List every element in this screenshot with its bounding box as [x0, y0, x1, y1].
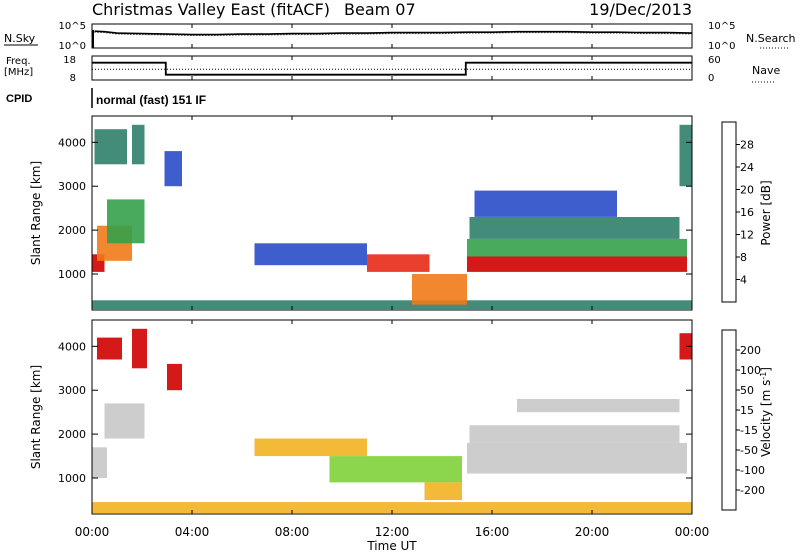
noise-tick-left-top: 10^5: [59, 21, 86, 32]
power-colorbar-tick-label: 20: [740, 184, 754, 197]
time-axis-label: Time UT: [366, 539, 417, 553]
nsky-label: N.Sky: [4, 32, 36, 45]
time-tick-label: 20:00: [575, 525, 610, 539]
velocity-colorbar-label: Velocity [m s-1]: [759, 367, 773, 457]
nsearch-line: [94, 31, 693, 36]
velocity-region: [92, 502, 692, 514]
velocity-region: [104, 403, 145, 439]
power-colorbar-tick-label: 28: [740, 139, 754, 152]
nave-tick-top: 60: [708, 55, 721, 66]
power-colorbar-frame: [721, 121, 737, 303]
power-ytick-label: 1000: [58, 268, 86, 281]
power-y-axis: 1000 2000 3000 4000: [58, 136, 692, 281]
power-colorbar-tick-label: 4: [740, 274, 747, 287]
velocity-heatmap: [92, 328, 692, 514]
cpid-value: normal (fast) 151 IF: [96, 93, 206, 107]
cpid-label: CPID: [6, 93, 32, 105]
velocity-region: [517, 399, 680, 413]
freq-tick-top: 18: [63, 55, 76, 66]
power-region: [467, 256, 687, 272]
power-region: [467, 238, 687, 257]
noise-series: [92, 30, 693, 48]
velocity-panel-frame: [91, 319, 693, 515]
beam-label: Beam 07: [344, 0, 416, 19]
freq-label-line2: [MHz]: [4, 67, 33, 78]
velocity-y-axis: 1000 2000 3000 4000: [58, 340, 692, 485]
power-region: [132, 124, 145, 165]
power-heatmap: [92, 124, 692, 310]
velocity-region: [467, 442, 687, 474]
time-tick-label: 00:00: [675, 525, 710, 539]
velocity-colorbar-tick-label: -15: [740, 424, 758, 437]
power-region: [679, 124, 692, 187]
date-label: 19/Dec/2013: [589, 0, 692, 19]
velocity-region: [469, 425, 680, 443]
time-axis: 00:00 04:00 08:00 12:00 16:00 20:00 00:00: [75, 24, 710, 539]
velocity-panel: 1000 2000 3000 4000 Slant Range [km] -200 -1…: [29, 319, 773, 515]
velocity-region: [92, 447, 107, 478]
power-ytick-label: 4000: [58, 136, 86, 149]
nsky-line: [94, 30, 693, 36]
frequency-series: [92, 61, 692, 76]
power-ytick-label: 3000: [58, 180, 86, 193]
velocity-region: [679, 333, 692, 360]
station-title: Christmas Valley East (fitACF): [92, 0, 330, 19]
power-region: [94, 129, 127, 165]
power-panel: 1000 2000 3000 4000 Slant Range [km] 4 8 12 16…: [29, 115, 773, 311]
power-region: [164, 151, 182, 187]
velocity-colorbar-tick-label: 15: [740, 404, 754, 417]
freq-label-line1: Freq.: [6, 56, 31, 67]
velocity-region: [329, 456, 462, 483]
power-colorbar-tick-label: 24: [740, 161, 754, 174]
velocity-colorbar: -200 -100 -50 -15 15 50 100 200: [721, 329, 765, 511]
velocity-colorbar-tick-label: 200: [740, 344, 761, 357]
noise-tick-right-top: 10^5: [708, 21, 735, 32]
velocity-region: [97, 337, 122, 360]
power-region: [412, 274, 467, 305]
power-region: [254, 243, 367, 266]
power-ylabel: Slant Range [km]: [29, 161, 43, 265]
velocity-ytick-label: 2000: [58, 428, 86, 441]
velocity-ylabel: Slant Range [km]: [29, 365, 43, 469]
nsearch-label: N.Search: [746, 32, 796, 45]
power-colorbar-tick-label: 8: [740, 251, 747, 264]
velocity-ytick-label: 1000: [58, 472, 86, 485]
velocity-colorbar-tick-label: -200: [740, 484, 765, 497]
power-region: [469, 217, 680, 239]
noise-tick-left-bottom: 10^0: [59, 41, 86, 52]
power-colorbar-tick-label: 12: [740, 229, 754, 242]
velocity-region: [254, 438, 367, 457]
velocity-ytick-label: 3000: [58, 384, 86, 397]
noise-panel: N.Sky 10^5 10^0 10^5 10^0 N.Search: [4, 21, 796, 52]
freq-line: [92, 61, 692, 76]
time-tick-label: 12:00: [375, 525, 410, 539]
freq-tick-bottom: 8: [70, 73, 76, 84]
time-tick-label: 00:00: [75, 525, 110, 539]
power-region: [367, 254, 430, 272]
power-ytick-label: 2000: [58, 224, 86, 237]
time-tick-label: 04:00: [175, 525, 210, 539]
velocity-ytick-label: 4000: [58, 340, 86, 353]
power-region: [107, 199, 145, 244]
power-colorbar: 4 8 12 16 20 24 28: [721, 121, 754, 303]
velocity-colorbar-tick-label: -100: [740, 464, 765, 477]
time-tick-label: 08:00: [275, 525, 310, 539]
velocity-region: [132, 328, 147, 369]
power-colorbar-label: Power [dB]: [759, 180, 773, 245]
nave-label: Nave: [752, 64, 780, 77]
time-tick-label: 16:00: [475, 525, 510, 539]
velocity-region: [424, 482, 462, 500]
velocity-colorbar-tick-label: 100: [740, 364, 761, 377]
noise-tick-right-bottom: 10^0: [708, 41, 735, 52]
velocity-region: [167, 363, 182, 391]
power-colorbar-tick-label: 16: [740, 206, 754, 219]
nave-tick-bottom: 0: [708, 73, 714, 84]
power-region: [474, 190, 617, 217]
velocity-colorbar-frame: [721, 329, 737, 511]
power-region: [92, 300, 692, 310]
velocity-colorbar-tick-label: -50: [740, 444, 758, 457]
velocity-colorbar-tick-label: 50: [740, 384, 754, 397]
